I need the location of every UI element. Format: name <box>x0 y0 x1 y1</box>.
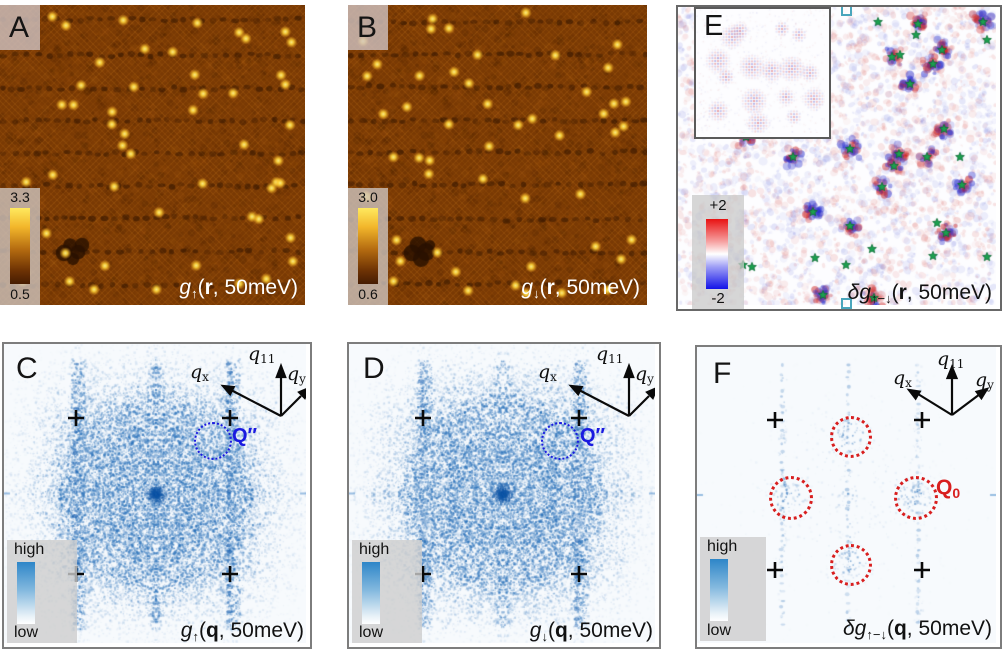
colorbar-max-label: high <box>14 541 45 558</box>
field-of-view-marker-bottom <box>841 298 852 309</box>
qx-axis-label: qx <box>893 367 912 390</box>
panel-d-fft-spin-down: D q11 qx qy Q″ high low g↓(q, 50meV) <box>347 342 661 649</box>
inset-pattern-image <box>696 9 825 133</box>
panel-letter-box <box>348 5 388 50</box>
panel-b-conductance-map-spin-down: B 3.0 0.6 g↓(r, 50meV) <box>348 5 647 305</box>
q0-label: Q0 <box>936 476 961 501</box>
q0-circle-right <box>894 476 938 520</box>
colorbar-min-label: -2 <box>711 290 725 307</box>
panel-letter: D <box>363 352 385 385</box>
qx-axis-label: qx <box>190 361 209 384</box>
q-axes-arrows <box>220 362 306 417</box>
panel-caption: g↑(q, 50meV) <box>180 619 304 644</box>
q11-axis-label: q11 <box>937 348 965 371</box>
q11-axis-label: q11 <box>596 343 624 366</box>
colorbar-max-label: 3.0 <box>358 189 378 205</box>
q-axes-arrows <box>568 362 655 417</box>
colorbar-gradient <box>358 208 378 284</box>
colorbar-min-label: low <box>14 624 39 641</box>
panel-f-fft-spin-difference: F q11 qx qy Q0 high low δg↑−↓(q, 50meV) <box>695 345 1002 649</box>
panel-letter: E <box>704 10 724 42</box>
colorbar-max-label: high <box>359 541 390 558</box>
topograph-image-spin-up <box>0 5 305 305</box>
colorbar-gradient <box>362 562 380 624</box>
q-axes-arrows <box>906 364 990 416</box>
qx-arrow <box>230 389 282 417</box>
panel-letter: B <box>357 11 378 44</box>
panel-c-fft-spin-up: C q11 qx qy Q″ high low g↑(q, 50meV) <box>2 342 312 649</box>
panel-e-spin-difference-map: E +2 -2 δg↑−↓(r, 50meV) <box>676 5 1002 311</box>
panel-caption: δg↑−↓(r, 50meV) <box>847 281 992 306</box>
panel-f-annotations <box>767 364 990 578</box>
qx-arrow <box>578 389 630 417</box>
colorbar: 3.3 0.5 <box>0 188 40 305</box>
panel-letter: F <box>713 357 732 390</box>
colorbar: high low <box>700 537 766 641</box>
qy-axis-label: qy <box>287 363 306 386</box>
panel-a-conductance-map-spin-up: A 3.3 0.5 g↑(r, 50meV) <box>0 5 305 305</box>
colorbar-gradient <box>706 219 728 289</box>
qy-axis-label: qy <box>975 369 994 392</box>
qy-arrow <box>951 393 981 416</box>
colorbar: high low <box>7 540 77 643</box>
colorbar: +2 -2 <box>692 195 744 309</box>
colorbar-min-label: 0.6 <box>358 286 378 302</box>
q-doubleprime-label: Q″ <box>580 425 606 447</box>
colorbar-gradient <box>17 562 35 624</box>
colorbar-min-label: low <box>707 622 732 639</box>
field-of-view-marker-top <box>841 7 852 16</box>
colorbar: high low <box>352 540 422 643</box>
q-doubleprime-label: Q″ <box>232 425 258 447</box>
panel-caption: δg↑−↓(q, 50meV) <box>843 617 992 642</box>
q0-circle-top <box>830 416 872 458</box>
q0-circle-left <box>769 476 813 520</box>
qy-axis-label: qy <box>635 363 654 386</box>
q11-axis-label: q11 <box>248 343 276 366</box>
bragg-peak-crosses <box>767 412 930 578</box>
qy-arrow <box>628 395 650 417</box>
q-doubleprime-circle <box>194 422 232 460</box>
colorbar-min-label: low <box>359 624 384 641</box>
colorbar-gradient <box>710 559 728 621</box>
qx-axis-label: qx <box>538 361 557 384</box>
colorbar: 3.0 0.6 <box>348 188 388 305</box>
panel-caption: g↓(r, 50meV) <box>521 276 640 301</box>
q0-circle-bottom <box>830 544 872 586</box>
colorbar-gradient <box>10 208 30 284</box>
colorbar-max-label: high <box>707 538 738 555</box>
simulation-inset: E <box>694 7 831 139</box>
panel-caption: g↓(q, 50meV) <box>529 619 653 644</box>
colorbar-max-label: +2 <box>709 197 727 214</box>
topograph-image-spin-down <box>348 5 647 305</box>
qy-arrow <box>280 395 302 417</box>
panel-letter: C <box>16 352 38 385</box>
colorbar-min-label: 0.5 <box>10 286 30 302</box>
panel-caption: g↑(r, 50meV) <box>179 276 298 301</box>
q-doubleprime-circle <box>541 422 579 460</box>
colorbar-max-label: 3.3 <box>10 189 30 205</box>
panel-letter-box <box>0 5 40 50</box>
panel-letter: A <box>9 11 30 44</box>
qx-arrow <box>917 393 953 416</box>
